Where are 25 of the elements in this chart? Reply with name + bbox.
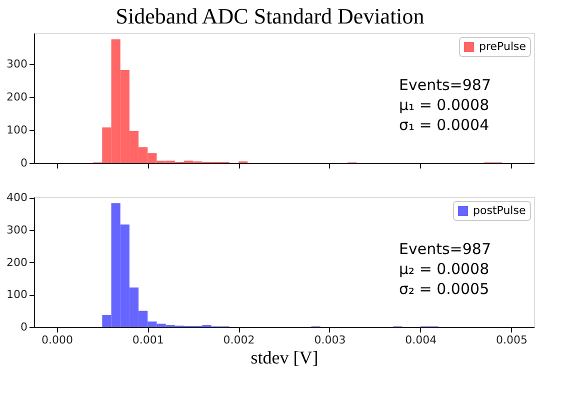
- annotation: μ₂ = 0.0008: [399, 260, 490, 278]
- y-tick-label: 300: [6, 58, 28, 71]
- y-tick-label: 200: [6, 90, 28, 104]
- y-tick-label: 0: [20, 320, 28, 334]
- y-tick-label: 400: [6, 191, 28, 204]
- chart-title: Sideband ADC Standard Deviation: [116, 4, 424, 28]
- y-tick-label: 100: [6, 288, 28, 302]
- annotation: σ₁ = 0.0004: [399, 116, 490, 134]
- x-tick-label: 0.003: [314, 334, 346, 346]
- x-tick-label: 0.000: [41, 334, 73, 346]
- y-tick-label: 300: [6, 223, 28, 236]
- x-tick-label: 0.001: [132, 334, 164, 346]
- annotation: Events=987: [399, 240, 491, 258]
- x-tick-label: 0.004: [405, 334, 437, 346]
- y-tick-label: 100: [6, 124, 28, 137]
- y-tick-label: 0: [20, 156, 28, 170]
- x-axis-title: stdev [V]: [250, 348, 318, 368]
- x-tick-label: 0.005: [496, 334, 528, 346]
- legend-label: postPulse: [473, 204, 526, 217]
- annotation: Events=987: [399, 76, 491, 94]
- annotation: μ₁ = 0.0008: [399, 96, 490, 114]
- x-tick-label: 0.002: [223, 334, 255, 346]
- legend-label: prePulse: [479, 40, 526, 53]
- y-tick-label: 200: [6, 256, 28, 269]
- annotation: σ₂ = 0.0005: [399, 280, 490, 298]
